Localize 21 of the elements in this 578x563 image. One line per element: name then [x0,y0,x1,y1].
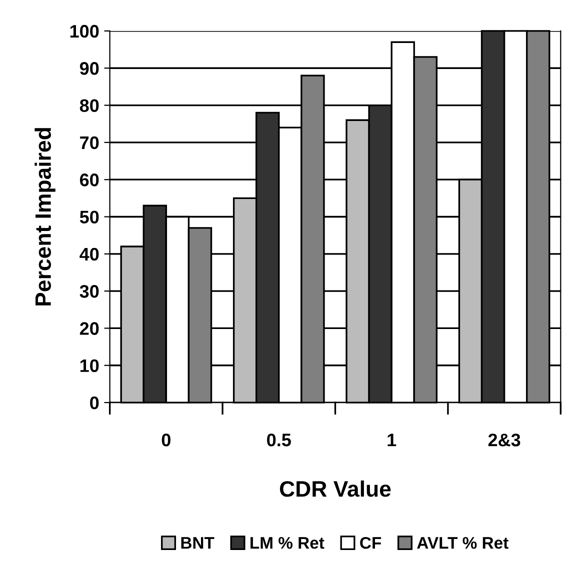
x-tick-label: 0.5 [267,434,291,446]
x-tick-label: 1 [388,434,396,446]
y-tick-label: 60 [80,174,99,186]
y-tick-label: 0 [90,396,99,410]
x-axis-title: CDR Value [280,480,391,497]
y-tick-label: 90 [80,62,99,75]
legend-label: CF [360,536,382,549]
x-tick-label: 0 [162,434,170,446]
legend-label: BNT [181,537,214,549]
y-tick-label: 80 [80,99,99,112]
legend-label: LM % Ret [250,537,324,549]
y-tick-label: 10 [80,359,99,372]
y-tick-label: 20 [80,322,99,335]
y-tick-label: 70 [80,136,99,150]
x-tick-label: 2&3 [488,434,520,446]
y-tick-label: 50 [80,210,99,224]
y-axis-title: Percent Impaired [34,128,56,306]
y-tick-label: 40 [80,248,99,261]
y-tick-label: 100 [70,24,99,38]
y-tick-label: 30 [80,285,99,298]
legend-label: AVLT % Ret [417,537,508,549]
